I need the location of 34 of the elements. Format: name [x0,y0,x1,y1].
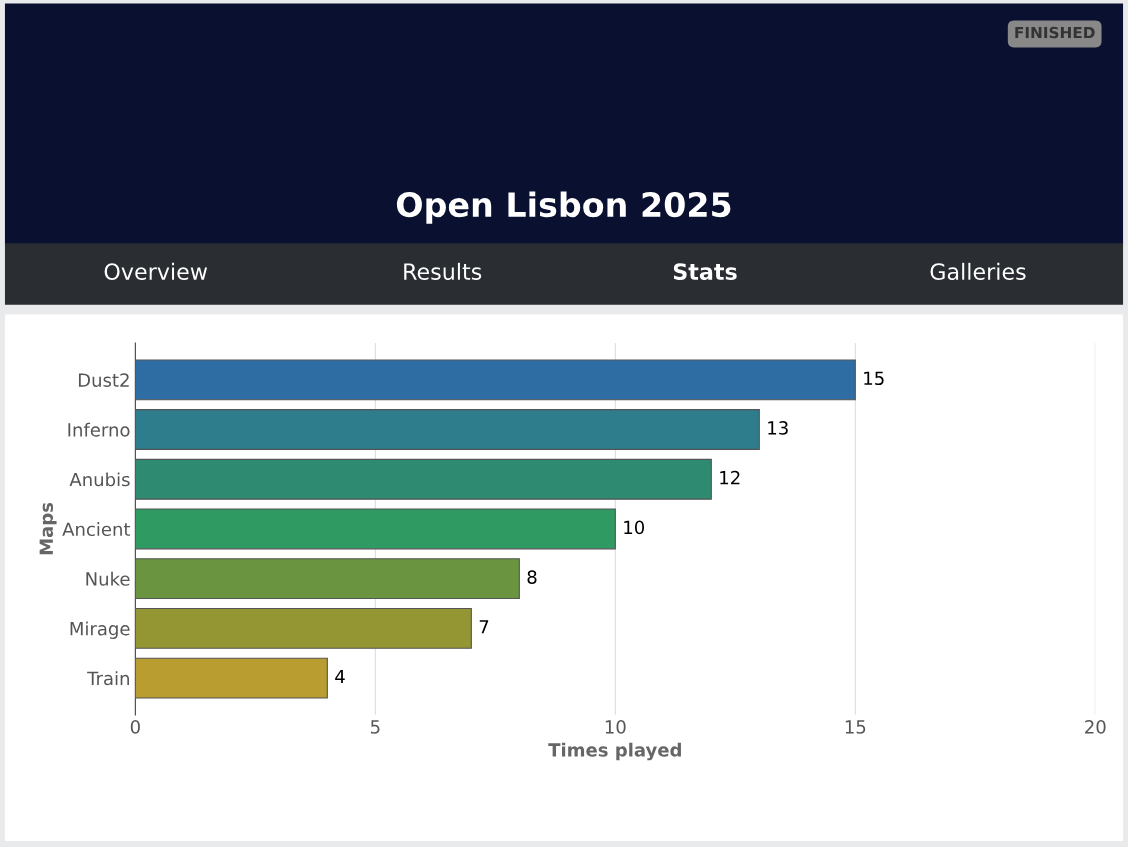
data-label: 7 [479,620,489,634]
x-tick-label: 20 [1085,720,1106,734]
data-label: 10 [624,520,645,535]
y-tick-label: Mirage [70,621,130,639]
y-tick-label: Ancient [62,522,131,537]
data-label: 8 [527,570,537,584]
bar [135,508,616,550]
text: FINISHED [1015,26,1095,39]
bar [135,359,856,401]
data-label: 13 [768,421,788,435]
bar [135,409,760,450]
data-label: 12 [720,470,740,485]
x-tick-label: 10 [605,720,626,734]
x-tick-label: 0 [130,720,140,734]
x-tick-label: 5 [370,720,380,734]
y-tick-label: Train [87,671,129,686]
text: Results [404,262,482,281]
y-tick-label: Anubis [69,472,130,487]
y-tick-label: Dust2 [78,373,129,387]
x-tick-label: 15 [845,720,866,734]
data-label: 15 [864,371,884,386]
text: Stats [673,263,737,281]
data-label: 4 [335,669,345,684]
text: Galleries [930,262,1026,281]
x-axis-title: Times played [548,742,681,761]
text: Overview [104,262,208,281]
bar [135,458,712,500]
bar [135,657,328,699]
y-axis-title: Maps [39,502,57,555]
bar [135,558,520,600]
chart-title: Open Lisbon 2025 [396,191,731,224]
bar [135,607,472,649]
y-tick-label: Nuke [86,571,130,586]
y-tick-label: Inferno [68,422,130,437]
